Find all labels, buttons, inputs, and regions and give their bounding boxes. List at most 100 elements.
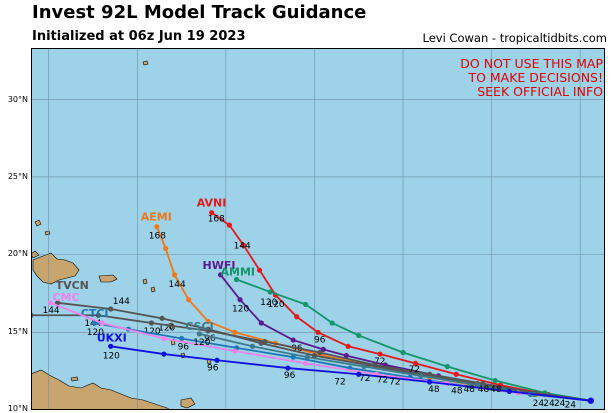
track-point-cmc [99, 320, 105, 326]
track-point-tvcx [372, 362, 378, 368]
track-point-tvcx [480, 380, 486, 387]
ocean-background [31, 48, 605, 410]
track-point-hwfi [258, 320, 264, 326]
model-name-csci: CSCI [185, 320, 213, 333]
hour-label: 72 [374, 357, 385, 367]
track-point-cmc [232, 348, 238, 354]
track-point-cmc [47, 300, 54, 306]
track-avni: 168 144 120 96 72 AVNI [197, 197, 594, 404]
model-name-ukxi: UKXI [97, 331, 127, 344]
model-name-ctci: CTCI [81, 307, 109, 320]
track-point-aemi [186, 297, 192, 303]
hour-label: 120 [143, 327, 160, 337]
hour-label: 96 [207, 363, 219, 373]
track-ammi: 120 AMMI [221, 265, 594, 404]
track-point-aemi [205, 318, 211, 325]
hispaniola-land [32, 252, 80, 285]
model-name-ammi: AMMI [221, 265, 256, 278]
track-point-ammi [302, 301, 309, 307]
model-name-tvcn: TVCN [56, 279, 89, 292]
lat-label-15: 15°N [7, 327, 28, 336]
track-point-hwfi [343, 353, 349, 359]
bahamas-island [34, 219, 42, 227]
track-point-ctci [178, 335, 185, 342]
abc-island [70, 376, 79, 382]
leeward-island [142, 278, 148, 285]
track-line-ammi [236, 278, 591, 402]
lat-label-10: 10°N [7, 404, 28, 413]
hour-label: 48 [490, 385, 502, 395]
track-point-ammi [267, 289, 273, 295]
hour-label: 120 [103, 351, 120, 361]
init-subtitle: Initialized at 06z Jun 19 2023 [32, 29, 246, 44]
track-point-tvcx [262, 339, 268, 345]
track-point-ukxi [108, 343, 114, 349]
model-name-hwfi: HWFI [203, 259, 236, 272]
model-name-avni: AVNI [197, 197, 227, 210]
credit-text: Levi Cowan - tropicaltidbits.com [422, 31, 608, 45]
hour-label: 120 [260, 298, 277, 308]
hour-label: 24 [543, 399, 555, 409]
hour-label: 48 [478, 385, 490, 395]
warning-line-2: TO MAKE DECISIONS! [468, 70, 603, 85]
hour-label: 144 [113, 297, 130, 307]
disclaimer-warning: DO NOT USE THIS MAP TO MAKE DECISIONS! S… [460, 57, 603, 99]
track-point-avni [453, 371, 459, 377]
track-point-ammi [492, 377, 498, 384]
track-point-tvcn [311, 353, 318, 359]
track-point-ukxi [285, 365, 291, 371]
track-point-avni [345, 343, 351, 349]
model-name-aemi: AEMI [141, 211, 172, 224]
hour-label: 144 [42, 306, 59, 316]
track-point-ctci [290, 354, 296, 360]
track-point-aemi [232, 329, 238, 335]
hour-label: 144 [234, 241, 251, 251]
track-point-ukxi [161, 351, 167, 357]
hour-label: 96 [204, 334, 216, 344]
hour-label: 48 [464, 385, 476, 395]
track-point-tvcx [95, 312, 101, 318]
track-point-avni [377, 351, 383, 357]
track-point-ukxi [356, 371, 362, 377]
track-point-hwfi [320, 346, 326, 353]
hour-label: 24 [554, 399, 566, 409]
track-point-ammi [329, 320, 335, 326]
hour-label: 96 [291, 344, 303, 354]
track-point-avni [240, 242, 247, 248]
genesis-point [587, 397, 595, 404]
track-point-csci [304, 354, 310, 360]
lat-label-25: 25°N [7, 172, 28, 181]
track-point-csci [418, 373, 424, 379]
track-point-hwfi [290, 337, 296, 343]
track-point-ukxi [427, 379, 433, 385]
hour-label: 120 [193, 338, 210, 348]
track-point-aemi [163, 245, 169, 252]
track-point-cmc [302, 360, 309, 366]
track-point-csci [196, 331, 202, 337]
hour-label: 120 [232, 305, 249, 315]
hour-label: 48 [428, 385, 440, 395]
track-point-ammi [444, 363, 450, 370]
hour-label: 96 [284, 371, 296, 381]
lat-label-30: 30°N [7, 95, 28, 104]
track-point-tvcx [148, 320, 155, 326]
track-point-ukxi [506, 388, 512, 394]
track-point-aemi [154, 224, 160, 230]
track-point-tvcn [54, 300, 61, 306]
track-line-ukxi [110, 345, 591, 402]
track-point-tvcn [108, 306, 114, 312]
bermuda-island [142, 60, 149, 66]
hour-label: 72 [359, 374, 370, 384]
leeward-island-2 [150, 286, 156, 293]
hour-label: 120 [267, 300, 284, 310]
warning-line-3: SEEK OFFICIAL INFO [477, 84, 603, 99]
track-point-ammi [233, 276, 240, 283]
track-point-csci [249, 343, 256, 349]
hour-label: 72 [377, 376, 388, 386]
track-point-ammi [356, 332, 362, 339]
track-point-hwfi [217, 272, 224, 278]
hour-label: 24 [565, 401, 577, 410]
track-map: 1681441209672AVNI168144AEMI12096HWFI120A… [31, 48, 605, 410]
track-point-csci [361, 363, 367, 370]
